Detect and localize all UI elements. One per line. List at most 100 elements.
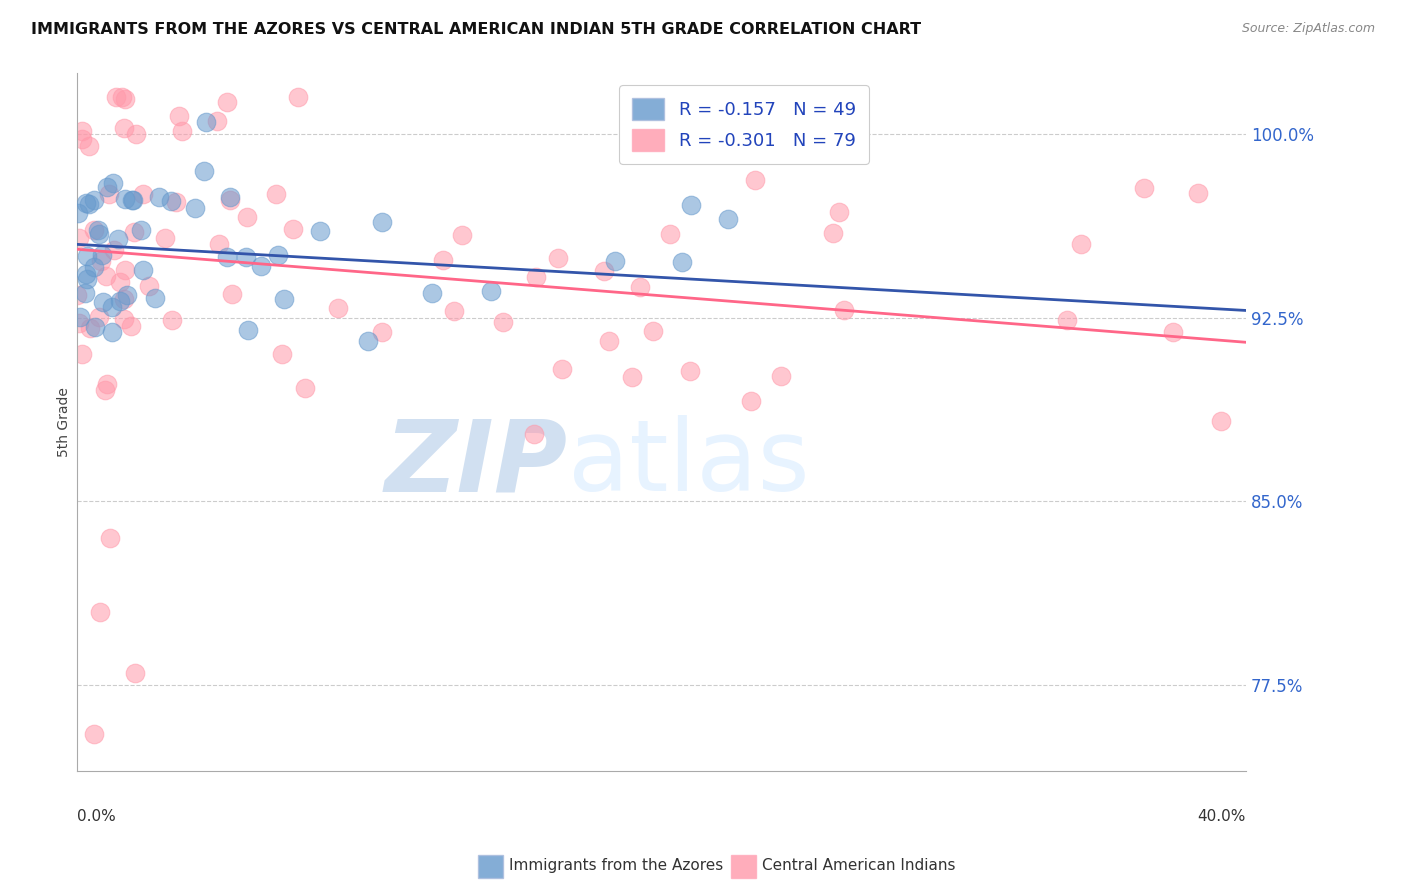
Point <box>114 92 136 106</box>
Text: 0.0%: 0.0% <box>77 809 115 824</box>
Point <box>153 231 176 245</box>
Point <box>105 90 128 104</box>
Legend: R = -0.157   N = 49, R = -0.301   N = 79: R = -0.157 N = 49, R = -0.301 N = 79 <box>619 86 869 164</box>
Point <box>87 310 110 325</box>
Point <box>287 90 309 104</box>
Point <box>89 605 111 619</box>
Point <box>129 223 152 237</box>
Point <box>83 194 105 208</box>
Point <box>162 313 184 327</box>
Point <box>744 172 766 186</box>
Point <box>132 262 155 277</box>
Point <box>270 346 292 360</box>
Point <box>83 260 105 275</box>
Point <box>770 368 793 383</box>
Point <box>717 211 740 226</box>
Point <box>236 323 259 337</box>
Point <box>371 214 394 228</box>
Point <box>219 193 242 207</box>
Point <box>73 286 96 301</box>
Point <box>235 250 257 264</box>
Point <box>641 324 664 338</box>
Text: IMMIGRANTS FROM THE AZORES VS CENTRAL AMERICAN INDIAN 5TH GRADE CORRELATION CHAR: IMMIGRANTS FROM THE AZORES VS CENTRAL AM… <box>31 22 921 37</box>
Point <box>124 665 146 680</box>
Point <box>108 294 131 309</box>
Point <box>659 227 682 242</box>
Point <box>91 248 114 262</box>
Point <box>1211 414 1233 428</box>
Point <box>93 294 115 309</box>
Point <box>66 287 89 301</box>
Point <box>83 222 105 236</box>
Point <box>98 531 121 545</box>
Point <box>69 316 91 330</box>
Point <box>66 206 89 220</box>
Point <box>114 120 136 135</box>
Text: ZIP: ZIP <box>385 415 568 512</box>
Point <box>122 225 145 239</box>
Point <box>236 210 259 224</box>
Point <box>122 193 145 207</box>
Point <box>114 263 136 277</box>
Text: Source: ZipAtlas.com: Source: ZipAtlas.com <box>1241 22 1375 36</box>
Point <box>120 319 142 334</box>
Point <box>598 334 620 348</box>
Point <box>628 280 651 294</box>
Point <box>309 224 332 238</box>
Point <box>131 186 153 201</box>
Point <box>593 263 616 277</box>
Point <box>100 325 122 339</box>
Text: 40.0%: 40.0% <box>1198 809 1246 824</box>
Point <box>281 221 304 235</box>
Point <box>679 198 702 212</box>
Point <box>221 287 243 301</box>
Point <box>76 271 98 285</box>
Point <box>96 179 118 194</box>
Point <box>76 249 98 263</box>
Point <box>87 222 110 236</box>
Point <box>679 364 702 378</box>
Point <box>149 800 172 814</box>
Point <box>148 189 170 203</box>
Point <box>101 300 124 314</box>
Point <box>420 286 443 301</box>
Point <box>112 292 135 306</box>
Point <box>371 325 394 339</box>
Point <box>264 186 287 201</box>
Point <box>83 727 105 741</box>
Point <box>96 377 118 392</box>
Point <box>443 304 465 318</box>
Point <box>294 381 316 395</box>
Text: atlas: atlas <box>568 415 810 512</box>
Point <box>273 292 295 306</box>
Point <box>451 227 474 242</box>
Point <box>1187 186 1209 200</box>
Point <box>125 127 148 141</box>
Point <box>107 232 129 246</box>
Point <box>114 192 136 206</box>
Point <box>169 109 191 123</box>
Point <box>79 321 101 335</box>
Point <box>143 291 166 305</box>
Point <box>740 393 762 408</box>
Point <box>547 251 569 265</box>
Point <box>103 243 125 257</box>
Point <box>70 132 93 146</box>
Text: Immigrants from the Azores: Immigrants from the Azores <box>509 858 723 872</box>
Point <box>170 124 193 138</box>
Point <box>67 231 90 245</box>
Point <box>94 268 117 283</box>
Point <box>523 426 546 441</box>
Point <box>72 124 94 138</box>
Point <box>75 196 97 211</box>
Text: Central American Indians: Central American Indians <box>762 858 956 872</box>
Point <box>69 310 91 324</box>
Point <box>218 190 240 204</box>
Point <box>193 164 215 178</box>
Point <box>828 205 851 219</box>
Point <box>184 201 207 215</box>
Point <box>72 347 94 361</box>
Point <box>357 334 380 349</box>
Point <box>492 315 515 329</box>
Point <box>267 248 290 262</box>
